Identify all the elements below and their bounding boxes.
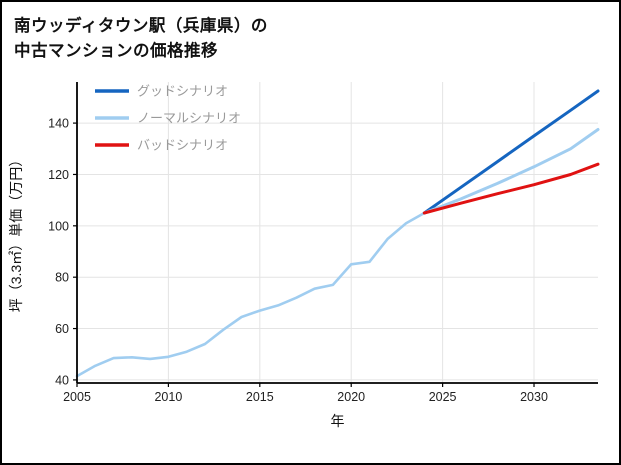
x-tick-label: 2005	[63, 390, 91, 404]
y-tick-label: 80	[55, 271, 69, 285]
series-line-normal-scenario	[422, 128, 600, 215]
chart-title-line2: 中古マンションの価格推移	[14, 42, 218, 60]
legend-item: グッドシナリオ	[95, 84, 228, 99]
x-tick-label: 2015	[246, 390, 274, 404]
price-trend-chart: 2005 2010 2015 2020 2025 2030 40 60 80 100 120 140 年…	[8, 82, 600, 429]
legend-label: バッドシナリオ	[137, 138, 228, 153]
series-line-bad-scenario	[422, 162, 600, 215]
series-line-historical	[75, 211, 426, 378]
legend-label: グッドシナリオ	[137, 84, 228, 99]
y-tick-label: 100	[48, 219, 69, 233]
plot-area: 2005 2010 2015 2020 2025 2030 40 60 80 100 120 140 年…	[8, 82, 600, 429]
legend-item: バッドシナリオ	[95, 138, 228, 153]
y-tick-label: 140	[48, 117, 69, 131]
x-tick-label: 2010	[154, 390, 182, 404]
legend-label: ノーマルシナリオ	[137, 111, 241, 126]
y-tick-label: 60	[55, 322, 69, 336]
x-tick-label: 2030	[520, 390, 548, 404]
x-axis-label: 年	[331, 413, 345, 429]
x-tick-label: 2025	[429, 390, 457, 404]
y-axis-label: 坪（3.3㎡）単価（万円）	[8, 153, 24, 312]
chart-title-line1: 南ウッディタウン駅（兵庫県）の	[14, 17, 268, 35]
y-tick-label: 120	[48, 168, 69, 182]
x-tick-label: 2020	[337, 390, 365, 404]
legend-item: ノーマルシナリオ	[95, 111, 241, 126]
y-tick-label: 40	[55, 373, 69, 387]
series-line-good-scenario	[422, 89, 600, 215]
chart-title: 南ウッディタウン駅（兵庫県）の 中古マンションの価格推移	[2, 2, 619, 77]
